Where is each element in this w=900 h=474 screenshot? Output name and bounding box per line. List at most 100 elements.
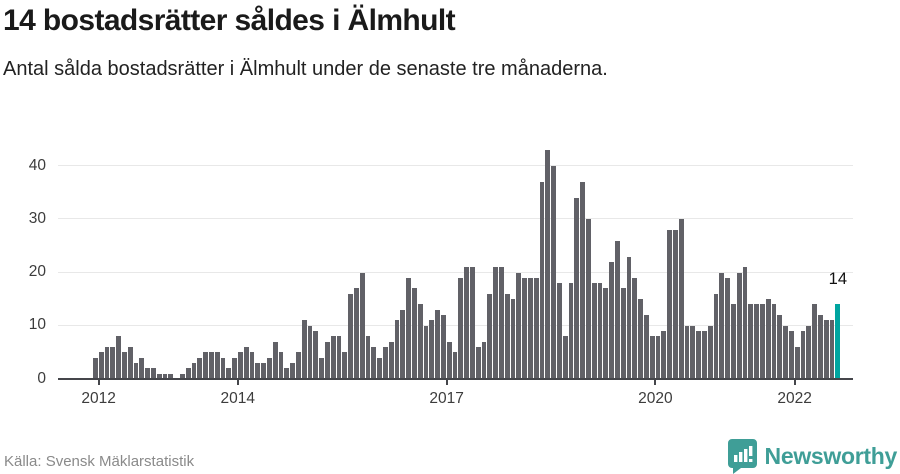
bar: [168, 373, 174, 379]
axis-tick: [793, 380, 796, 385]
bar: [232, 357, 238, 379]
bar: [325, 341, 330, 379]
bar: [713, 293, 719, 379]
bar: [754, 304, 760, 379]
bar: [255, 363, 261, 379]
y-axis-label: 20: [28, 263, 46, 280]
bar: [765, 299, 771, 379]
bar: [777, 315, 783, 379]
bar: [423, 325, 429, 379]
bar: [748, 304, 754, 379]
bar: [185, 368, 191, 379]
x-axis-label: 2022: [777, 390, 812, 407]
bar: [823, 320, 829, 379]
bar: [203, 352, 209, 379]
bar: [122, 352, 127, 379]
bar: [209, 352, 214, 379]
bar: [441, 315, 446, 379]
bar: [557, 283, 562, 379]
bar: [475, 347, 481, 379]
bar: [794, 347, 800, 379]
bar: [319, 357, 325, 379]
grid-line: [58, 324, 853, 326]
bar: [667, 229, 673, 379]
bar: [516, 272, 522, 379]
bar: [98, 352, 104, 379]
bar: [696, 331, 702, 379]
y-axis-label: 0: [37, 369, 46, 387]
axis-tick: [445, 380, 448, 385]
x-axis-label: 2020: [638, 390, 673, 407]
bar: [412, 288, 417, 379]
bar: [551, 166, 557, 379]
bar: [649, 336, 655, 379]
bar: [760, 304, 765, 379]
bar: [620, 288, 626, 379]
bar: [574, 197, 580, 379]
bar: [615, 240, 620, 379]
bar: [812, 304, 818, 379]
y-axis-label: 10: [28, 316, 46, 334]
bar: [470, 267, 475, 379]
bar: [725, 277, 731, 379]
bar: [197, 357, 203, 379]
bar: [226, 368, 232, 379]
bar: [348, 293, 354, 379]
y-axis-label: 40: [28, 156, 46, 174]
bar: [481, 341, 487, 379]
bar: [180, 373, 185, 379]
x-axis-label: 2017: [429, 390, 464, 407]
bar: [719, 272, 725, 379]
bar: [690, 325, 696, 379]
bar: [133, 363, 139, 379]
bar: [597, 283, 603, 379]
bar: [139, 357, 145, 379]
chart-title: 14 bostadsrätter såldes i Älmhult: [3, 4, 456, 37]
bar: [284, 368, 290, 379]
bar: [661, 331, 667, 379]
axis-tick: [236, 380, 239, 385]
bar: [603, 288, 609, 379]
bar: [678, 219, 684, 379]
bar: [238, 352, 243, 379]
bar: [417, 304, 423, 379]
bar: [162, 373, 168, 379]
grid-line: [58, 271, 853, 273]
bar: [736, 272, 742, 379]
bar: [313, 331, 319, 379]
bar: [818, 315, 823, 379]
bar: [359, 272, 365, 379]
bar: [493, 267, 499, 379]
bar: [371, 347, 377, 379]
x-axis-label: 2012: [81, 390, 116, 407]
bar: [377, 357, 383, 379]
bar: [771, 304, 777, 379]
highlighted-bar: [835, 304, 841, 379]
bar: [336, 336, 342, 379]
bar: [510, 299, 516, 379]
bar: [191, 363, 197, 379]
bar: [272, 341, 278, 379]
bar: [156, 373, 162, 379]
bar: [220, 357, 226, 379]
bar: [644, 315, 649, 379]
bar: [789, 331, 794, 379]
bar: [458, 277, 464, 379]
bar: [110, 347, 116, 379]
bar: [278, 352, 284, 379]
bar: [806, 325, 812, 379]
bar: [296, 352, 301, 379]
bar: [568, 283, 574, 379]
y-axis-label: 30: [28, 209, 46, 227]
bar: [504, 293, 510, 379]
bar: [626, 256, 632, 379]
bar: [702, 331, 707, 379]
bar: [301, 320, 307, 379]
bar: [383, 347, 388, 379]
bar: [214, 352, 220, 379]
source-text: Källa: Svensk Mäklarstatistik: [4, 453, 195, 470]
newsworthy-logo: Newsworthy: [727, 438, 897, 474]
bar: [249, 352, 255, 379]
axis-tick: [654, 380, 657, 385]
bar: [545, 150, 551, 379]
